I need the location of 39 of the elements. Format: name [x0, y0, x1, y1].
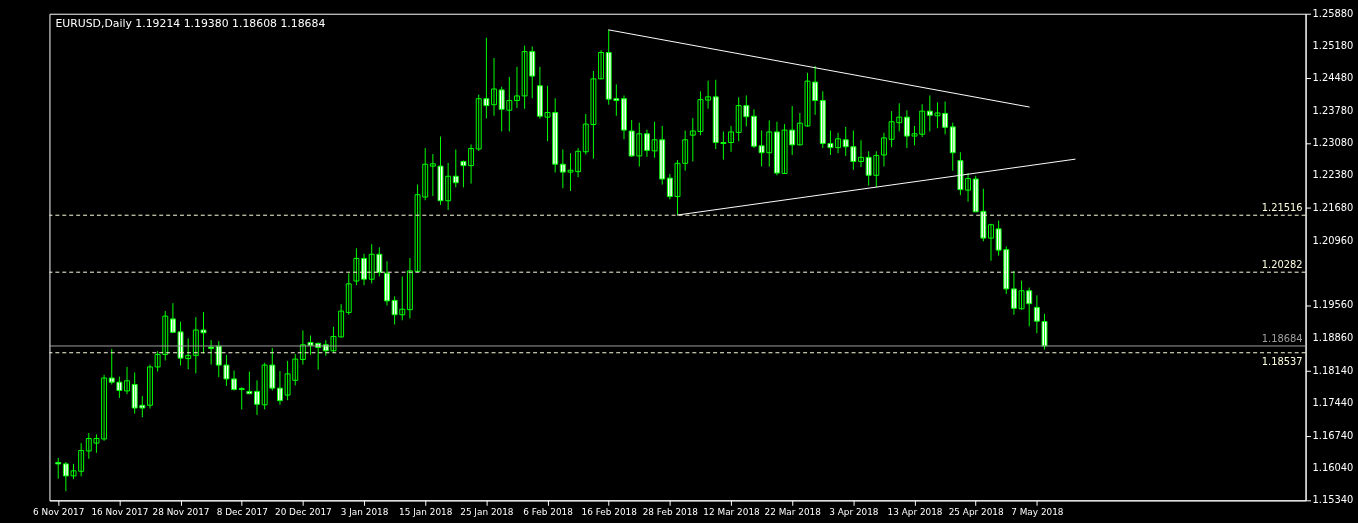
x-tick-label: 16 Feb 2018: [581, 506, 638, 517]
y-tick-label: 1.15340: [1312, 494, 1354, 506]
ref-line-label: 1.21516: [1261, 202, 1303, 214]
y-tick-label: 1.16040: [1312, 462, 1354, 474]
y-tick-label: 1.23080: [1312, 136, 1354, 148]
x-tick-label: 25 Apr 2018: [948, 506, 1005, 517]
x-tick-label: 25 Jan 2018: [460, 506, 514, 517]
x-tick-label: 15 Jan 2018: [399, 506, 453, 517]
ref-line-label: 1.18684: [1261, 333, 1303, 345]
chart-title: EURUSD,Daily 1.19214 1.19380 1.18608 1.18684: [55, 16, 326, 30]
x-tick-label: 6 Feb 2018: [523, 506, 574, 517]
x-tick-label: 28 Feb 2018: [642, 506, 699, 517]
x-tick-label: 8 Dec 2017: [216, 506, 268, 517]
x-tick-label: 22 Mar 2018: [764, 506, 822, 517]
y-tick-label: 1.20960: [1312, 234, 1354, 246]
x-tick-label: 28 Nov 2017: [152, 506, 210, 517]
ref-line-label: 1.20282: [1261, 259, 1303, 271]
y-tick-label: 1.22380: [1312, 169, 1354, 181]
x-tick-label: 6 Nov 2017: [33, 506, 85, 517]
y-tick-label: 1.21680: [1312, 201, 1354, 213]
candlestick: [238, 386, 245, 410]
y-tick-label: 1.24480: [1312, 72, 1354, 84]
x-tick-label: 12 Mar 2018: [703, 506, 761, 517]
y-tick-label: 1.18860: [1312, 331, 1354, 343]
y-tick-label: 1.19560: [1312, 299, 1354, 311]
y-tick-label: 1.23780: [1312, 104, 1354, 116]
y-tick-label: 1.16740: [1312, 429, 1354, 441]
y-tick-label: 1.18140: [1312, 365, 1354, 377]
x-tick-label: 7 May 2018: [1011, 506, 1064, 517]
x-tick-label: 3 Jan 2018: [340, 506, 389, 517]
x-tick-label: 13 Apr 2018: [887, 506, 943, 517]
x-tick-label: 20 Dec 2017: [274, 506, 332, 517]
y-tick-label: 1.25880: [1312, 7, 1354, 19]
x-tick-label: 16 Nov 2017: [91, 506, 149, 517]
y-tick-label: 1.25180: [1312, 40, 1354, 52]
y-tick-label: 1.17440: [1312, 397, 1354, 409]
candlestick: [55, 457, 62, 480]
x-tick-label: 3 Apr 2018: [829, 506, 879, 517]
ref-line-label: 1.18537: [1261, 355, 1303, 367]
